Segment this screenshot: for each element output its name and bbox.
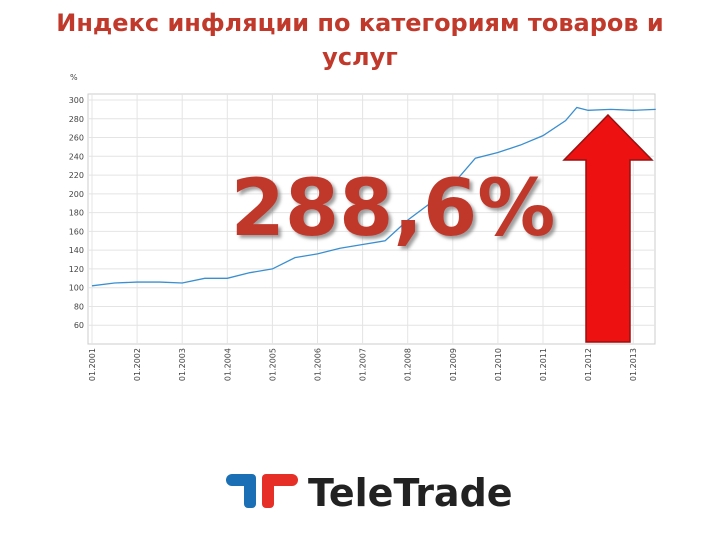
y-tick-label: 280	[69, 115, 84, 124]
x-tick-label: 01.2006	[314, 348, 323, 381]
x-tick-label: 01.2005	[268, 348, 277, 381]
y-tick-label: 140	[69, 246, 84, 255]
x-tick-label: 01.2011	[539, 348, 548, 381]
x-tick-label: 01.2003	[178, 348, 187, 381]
logo-shape	[262, 474, 274, 508]
x-tick-label: 01.2012	[584, 348, 593, 381]
y-tick-label: 300	[69, 96, 84, 105]
y-tick-label: 220	[69, 171, 84, 180]
plot-area: 60 80 100 120 140 160 180 200 220 240 260 280 300 01.…	[69, 93, 656, 381]
chart-title: Индекс инфляции по категориям товаров и …	[56, 9, 664, 71]
x-tick-label: 01.2002	[133, 348, 142, 381]
x-tick-label: 01.2001	[88, 348, 97, 381]
logo: TeleTrade	[226, 471, 513, 515]
y-tick-label: 60	[74, 321, 84, 330]
x-tick-label: 01.2010	[494, 348, 503, 381]
x-tick-label: 01.2007	[359, 348, 368, 381]
arrow	[562, 113, 654, 343]
y-axis-label: %	[70, 73, 78, 82]
logo-shape	[244, 474, 256, 508]
x-tick-label: 01.2004	[223, 348, 232, 381]
y-tick-label: 200	[69, 190, 84, 199]
y-tick-label: 100	[69, 284, 84, 293]
y-tick-label: 80	[74, 302, 84, 311]
annotation: 288,6%	[231, 164, 556, 254]
x-tick-label: 01.2013	[629, 348, 638, 381]
y-tick-label: 240	[69, 152, 84, 161]
y-tick-label: 120	[69, 265, 84, 274]
x-tick-label: 01.2008	[404, 348, 413, 381]
data-line	[91, 106, 656, 287]
x-tick-label: 01.2009	[449, 348, 458, 381]
logo-text: TeleTrade	[308, 471, 513, 515]
y-tick-label: 180	[69, 209, 84, 218]
y-tick-label: 160	[69, 227, 84, 236]
y-tick-label: 260	[69, 134, 84, 143]
